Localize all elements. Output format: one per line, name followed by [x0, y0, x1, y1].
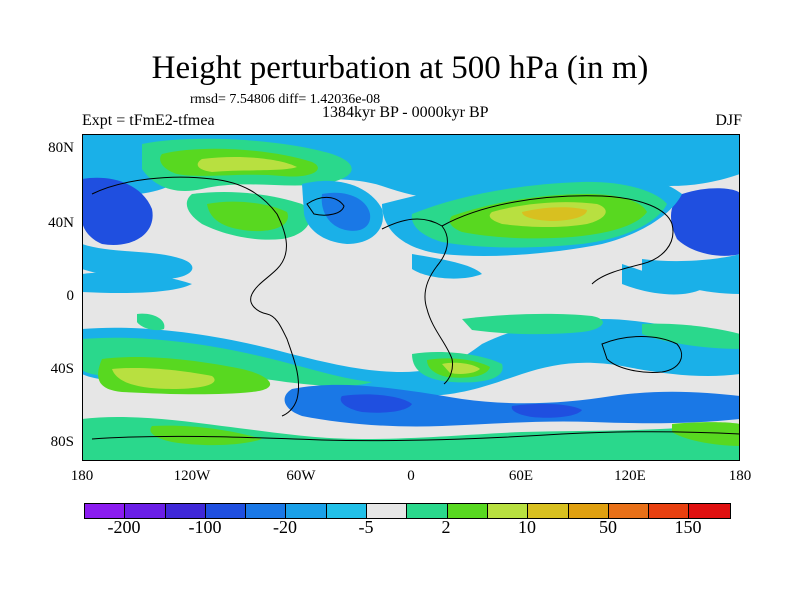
experiment-label: Expt = tFmE2-tfmea: [82, 112, 215, 129]
colorbar-box: [608, 504, 650, 518]
colorbar-box: [649, 504, 690, 518]
contour-region: [670, 188, 740, 256]
time-period-label: 1384kyr BP - 0000kyr BP: [322, 104, 489, 121]
colorbar-box: [85, 504, 126, 518]
contour-region: [412, 254, 482, 279]
lat-label-0: 0: [66, 288, 75, 304]
contour-region: [82, 272, 192, 294]
contour-region: [82, 416, 740, 461]
contour-region: [82, 244, 193, 279]
lon-label-120w: 120W: [173, 468, 211, 484]
lon-label-60e: 60E: [508, 468, 534, 484]
contour-region: [284, 384, 740, 427]
lat-label-80n: 80N: [48, 140, 74, 156]
contour-map: [82, 134, 740, 461]
contour-region: [340, 394, 412, 413]
colorbar-label: 50: [599, 517, 617, 537]
colorbar-label: 10: [518, 517, 536, 537]
contour-region: [522, 207, 587, 221]
colorbar: [84, 503, 731, 519]
contour-fill-layer: [82, 134, 740, 461]
colorbar-label: -200: [107, 517, 141, 537]
contour-region: [642, 254, 740, 294]
lat-label-80s: 80S: [50, 434, 74, 450]
lat-label-40n: 40N: [48, 215, 74, 231]
lon-label-60w: 60W: [286, 468, 316, 484]
lat-label-40s: 40S: [50, 361, 74, 377]
colorbar-box: [205, 504, 247, 518]
contour-region: [197, 156, 297, 172]
colorbar-box: [487, 504, 529, 518]
lon-label-180-left: 180: [70, 468, 94, 484]
colorbar-box: [286, 504, 327, 518]
contour-region: [207, 201, 288, 232]
colorbar-label: 150: [674, 517, 702, 537]
lon-label-120e: 120E: [614, 468, 646, 484]
contour-region: [462, 313, 603, 335]
colorbar-label: -5: [358, 517, 374, 537]
colorbar-box: [367, 504, 408, 518]
season-label: DJF: [715, 112, 742, 129]
contour-region: [321, 192, 371, 231]
contour-region: [150, 425, 262, 446]
contour-region: [642, 323, 740, 349]
colorbar-label: 2: [441, 517, 451, 537]
contour-region: [622, 264, 702, 295]
colorbar-label: -100: [188, 517, 222, 537]
colorbar-box: [568, 504, 609, 518]
colorbar-box: [407, 504, 448, 518]
lon-label-180-right: 180: [728, 468, 752, 484]
colorbar-box: [528, 504, 569, 518]
plot-title: Height perturbation at 500 hPa (in m): [151, 50, 649, 86]
colorbar-box: [326, 504, 368, 518]
lon-label-0: 0: [407, 468, 415, 484]
map-frame: [82, 134, 740, 461]
contour-region: [112, 367, 215, 389]
coastlines: [91, 176, 740, 442]
colorbar-box: [165, 504, 206, 518]
contour-region: [82, 177, 153, 245]
contour-region: [672, 422, 740, 446]
colorbar-box: [246, 504, 287, 518]
contour-region: [511, 403, 582, 418]
colorbar-label: -20: [273, 517, 297, 537]
contour-region: [82, 319, 740, 396]
rmsd-diff-stats: rmsd= 7.54806 diff= 1.42036e-08: [190, 92, 381, 107]
colorbar-box: [125, 504, 166, 518]
colorbar-box: [689, 504, 730, 518]
contour-region: [137, 313, 165, 331]
colorbar-box: [447, 504, 488, 518]
